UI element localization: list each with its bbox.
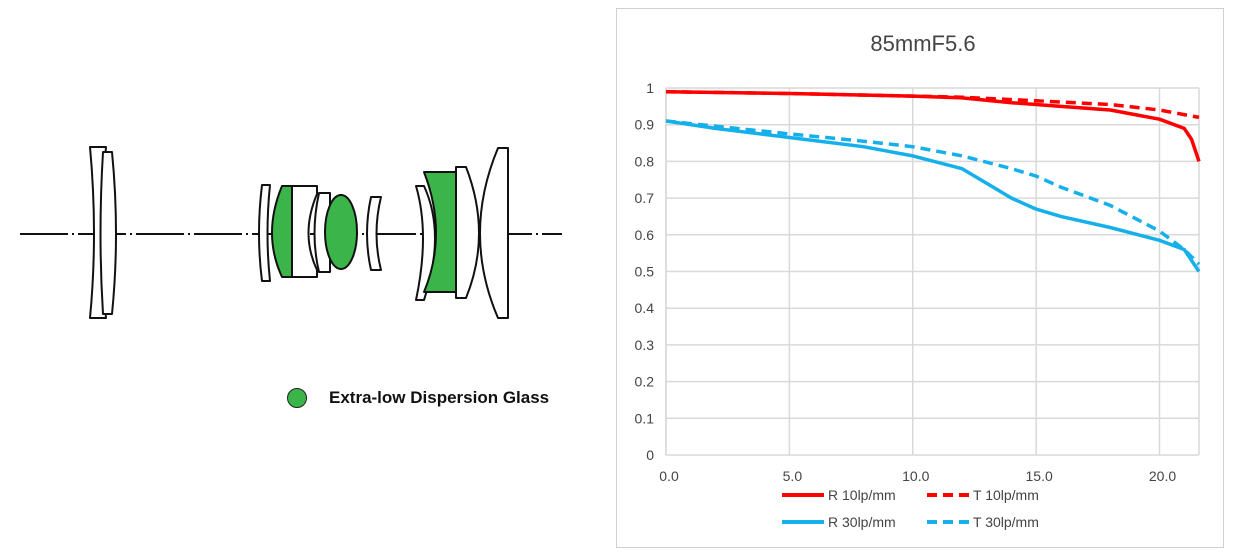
x-tick-label: 0.0 bbox=[659, 468, 679, 484]
series-line-t-10lp-mm bbox=[665, 89, 1200, 120]
lens-element-11 bbox=[455, 166, 480, 299]
legend-label: R 10lp/mm bbox=[828, 487, 896, 503]
y-tick-label: 0.1 bbox=[635, 410, 655, 426]
x-tick-label: 15.0 bbox=[1026, 468, 1053, 484]
lens-element-2 bbox=[99, 151, 117, 315]
ed-glass-swatch-icon bbox=[287, 388, 307, 408]
legend-label: T 30lp/mm bbox=[973, 514, 1039, 530]
y-tick-label: 0.8 bbox=[635, 153, 655, 169]
series-line-t-30lp-mm bbox=[665, 119, 1201, 266]
ed-glass-legend: Extra-low Dispersion Glass bbox=[287, 388, 549, 408]
y-tick-label: 0.6 bbox=[635, 227, 655, 243]
y-tick-label: 0.5 bbox=[635, 264, 655, 280]
lens-element-12 bbox=[479, 147, 509, 319]
series-line-r-10lp-mm bbox=[665, 89, 1201, 162]
y-tick-label: 0.7 bbox=[635, 190, 655, 206]
x-tick-label: 10.0 bbox=[902, 468, 929, 484]
y-tick-label: 0 bbox=[646, 447, 654, 463]
mtf-chart: 85mmF5.6 00.10.20.30.40.50.60.70.80.910.… bbox=[635, 31, 1201, 530]
lens-element-3 bbox=[258, 184, 271, 282]
legend-label: T 10lp/mm bbox=[973, 487, 1039, 503]
x-tick-label: 20.0 bbox=[1149, 468, 1176, 484]
y-tick-label: 0.9 bbox=[635, 117, 655, 133]
lens-element-6 bbox=[313, 192, 331, 273]
lens-element-5 bbox=[291, 185, 318, 278]
x-tick-label: 5.0 bbox=[783, 468, 803, 484]
lens-element-4-ed bbox=[271, 185, 293, 278]
y-tick-label: 0.4 bbox=[635, 300, 655, 316]
series-line-r-30lp-mm bbox=[665, 119, 1201, 273]
lens-element-7-ed bbox=[324, 194, 358, 270]
legend-label: R 30lp/mm bbox=[828, 514, 896, 530]
lens-element-10-ed bbox=[423, 171, 457, 293]
mtf-chart-frame: 85mmF5.6 0 0.1 0.2 0.3 0.4 0.5 0.6 0.7 0.8 0.9 1 0.… bbox=[616, 8, 1224, 548]
chart-title: 85mmF5.6 bbox=[870, 31, 975, 56]
ed-glass-legend-label: Extra-low Dispersion Glass bbox=[329, 388, 550, 407]
lens-construction-diagram bbox=[20, 146, 562, 319]
y-tick-label: 1 bbox=[646, 80, 654, 96]
y-tick-label: 0.2 bbox=[635, 374, 655, 390]
lens-element-8 bbox=[366, 196, 382, 271]
y-tick-label: 0.3 bbox=[635, 337, 655, 353]
